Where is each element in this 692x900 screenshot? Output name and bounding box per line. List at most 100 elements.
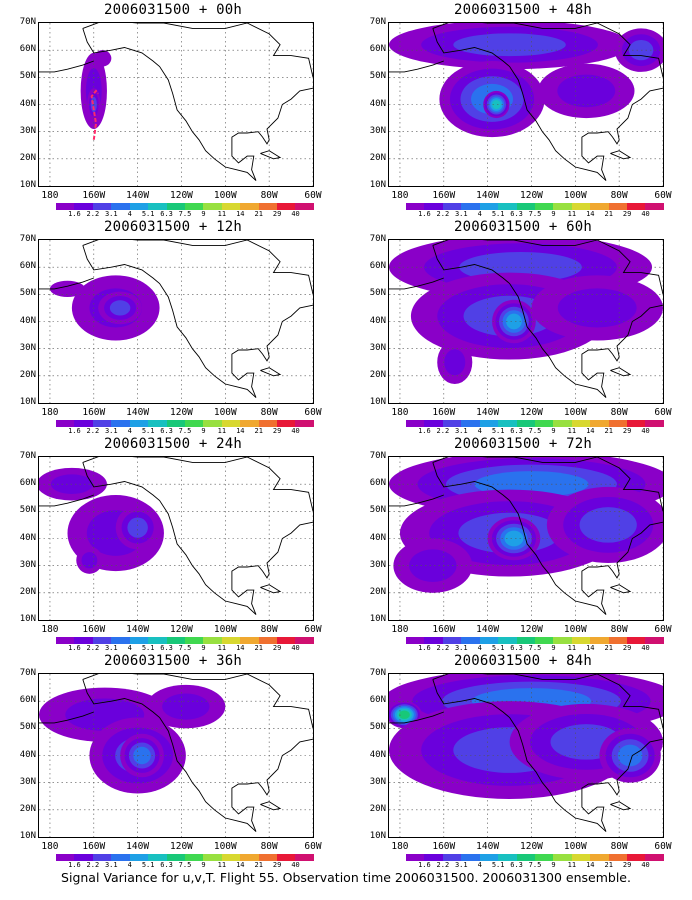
x-tick-label: 80W (610, 190, 628, 201)
coastline-north (82, 240, 313, 295)
colorbar-swatch (571, 637, 591, 644)
y-tick-label: 50N (19, 71, 36, 82)
map-svg (389, 674, 663, 837)
x-tick-label: 60W (654, 841, 672, 852)
coastline-north (82, 457, 313, 512)
colorbar-swatch (184, 203, 204, 210)
panel-title: 2006031500 + 00h (103, 2, 243, 18)
x-tick-label: 100W (563, 841, 587, 852)
colorbar-swatch (74, 854, 93, 861)
x-tick-label: 120W (520, 190, 543, 201)
coastline-east (231, 304, 313, 362)
colorbar-label: 29 (272, 210, 282, 218)
panel-title: 2006031500 + 72h (453, 436, 593, 452)
variance-contour-level-3 (453, 33, 566, 57)
colorbar-label: 7.5 (528, 427, 542, 435)
x-tick-label: 180 (391, 841, 409, 852)
colorbar-swatch (608, 203, 628, 210)
colorbar-label: 11 (217, 210, 227, 218)
colorbar-label: 4 (477, 861, 482, 869)
colorbar-swatch (166, 420, 185, 427)
coastline-mexico (581, 793, 607, 832)
colorbar-swatch (498, 637, 517, 644)
variance-contour-level-2 (162, 693, 210, 720)
x-tick-label: 60W (304, 624, 322, 635)
map-area (388, 456, 664, 621)
colorbar-label: 4 (127, 861, 132, 869)
coastline-cuba (610, 584, 632, 594)
colorbar-label: 5.1 (141, 861, 155, 869)
y-tick-label: 20N (369, 369, 386, 380)
coastline-east (231, 521, 313, 579)
colorbar-swatch (627, 420, 646, 427)
colorbar-swatch (258, 854, 278, 861)
colorbar (56, 854, 314, 861)
colorbar-label: 1.6 (418, 427, 431, 435)
y-tick-label: 70N (19, 451, 36, 461)
colorbar-swatch (258, 637, 278, 644)
colorbar-label: 11 (567, 427, 577, 435)
x-tick-label: 140W (476, 624, 500, 635)
colorbar-swatch (516, 203, 535, 210)
coastline-east (231, 738, 313, 796)
x-tick-label: 100W (563, 407, 587, 418)
y-tick-label: 20N (19, 152, 36, 163)
colorbar-swatch (148, 203, 167, 210)
colorbar-swatch (424, 420, 443, 427)
colorbar-swatch (608, 637, 628, 644)
colorbar-label: 21 (254, 427, 263, 435)
colorbar-label: 5.1 (141, 210, 155, 218)
colorbar-label: 11 (567, 861, 577, 869)
colorbar-label: 4 (477, 644, 482, 652)
map-area (388, 239, 664, 404)
colorbar-label: 11 (217, 861, 227, 869)
colorbar-swatch (240, 854, 259, 861)
colorbar (406, 854, 664, 861)
coastline-mexico (231, 793, 257, 832)
variance-contour-level-3 (127, 517, 148, 538)
colorbar-swatch (461, 203, 480, 210)
colorbar-label: 14 (586, 861, 595, 869)
y-tick-label: 30N (19, 559, 36, 570)
colorbar-swatch (571, 420, 591, 427)
colorbar-label: 7.5 (528, 861, 542, 869)
colorbar-label: 40 (641, 210, 650, 218)
coastline-east (581, 738, 663, 796)
colorbar-label: 3.1 (104, 861, 118, 869)
colorbar-swatch (74, 420, 93, 427)
map-panel-12h: 2006031500 + 12h 70N 60N 50N 40N 30N 20N 10N 180… (0, 217, 346, 435)
coastline-aleutians (389, 277, 444, 290)
y-tick-label: 30N (19, 776, 36, 787)
colorbar-swatch (166, 637, 185, 644)
map-area (38, 673, 314, 838)
map-area (388, 22, 664, 187)
x-tick-label: 100W (213, 190, 237, 201)
panel-title: 2006031500 + 60h (453, 219, 593, 235)
colorbar-label: 14 (236, 210, 245, 218)
y-tick-label: 20N (19, 369, 36, 380)
y-tick-label: 50N (369, 722, 386, 733)
colorbar-label: 3.1 (454, 210, 468, 218)
coastline-aleutians (39, 494, 94, 507)
x-tick-label: 180 (41, 624, 59, 635)
colorbar-swatch (203, 637, 222, 644)
map-panel-24h: 2006031500 + 24h 70N 60N 50N 40N 30N 20N 10N 180… (0, 434, 346, 652)
x-tick-label: 140W (476, 841, 500, 852)
colorbar-swatch (516, 854, 535, 861)
colorbar-label: 1.6 (418, 644, 431, 652)
y-tick-label: 40N (369, 98, 386, 109)
x-tick-label: 160W (432, 190, 456, 201)
y-tick-label: 20N (19, 586, 36, 597)
coastline-aleutians (39, 711, 94, 724)
map-area (38, 22, 314, 187)
x-tick-label: 180 (41, 841, 59, 852)
colorbar-label: 6.3 (160, 427, 173, 435)
variance-contour-level-2 (81, 552, 98, 569)
colorbar-swatch (627, 854, 646, 861)
x-tick-label: 180 (41, 407, 59, 418)
colorbar-label: 7.5 (178, 427, 192, 435)
x-tick-label: 120W (520, 624, 543, 635)
coastline-west (82, 462, 257, 615)
colorbar-swatch (240, 203, 259, 210)
colorbar-swatch (627, 203, 646, 210)
